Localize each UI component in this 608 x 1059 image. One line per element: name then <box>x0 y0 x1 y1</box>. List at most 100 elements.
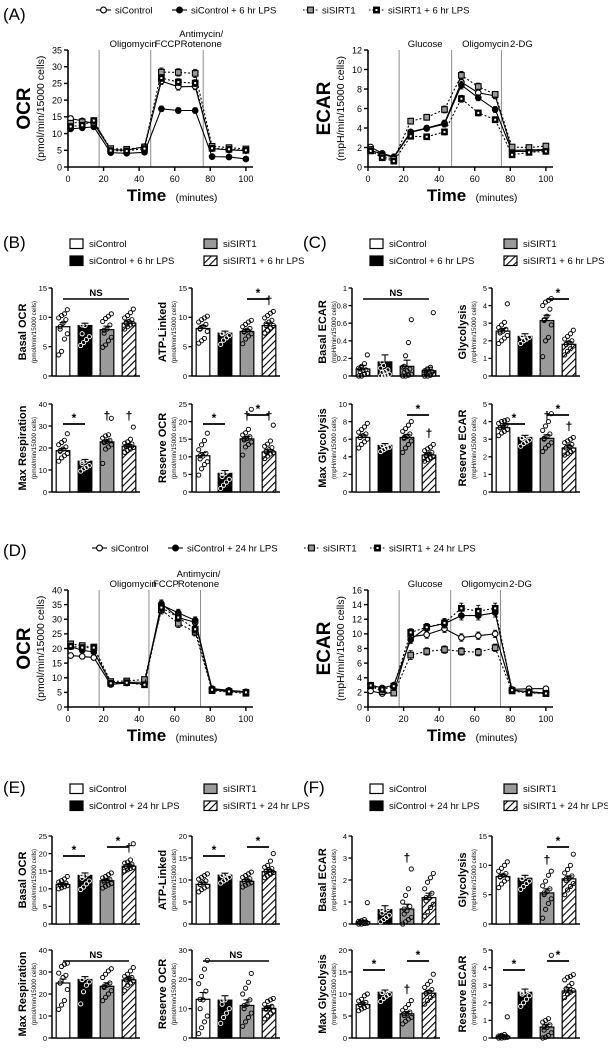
scatter-point <box>248 869 254 875</box>
scatter-point <box>226 1006 232 1012</box>
scatter-point <box>520 883 527 890</box>
data-point <box>441 120 448 128</box>
scatter-point <box>219 997 225 1003</box>
scatter-point <box>83 863 90 869</box>
scatter-point <box>203 450 209 456</box>
scatter-point <box>108 442 114 448</box>
scatter-point <box>378 901 384 907</box>
sig-dagger: † <box>566 419 573 433</box>
y-tick-label: 0 <box>183 488 187 497</box>
injection-label: Antimycin/ <box>177 569 221 580</box>
scatter-point <box>130 965 136 971</box>
scatter-point <box>504 332 510 339</box>
scatter-point <box>56 1006 62 1012</box>
scatter-point <box>427 978 434 984</box>
scatter-point <box>364 436 370 442</box>
scatter-point <box>358 363 365 369</box>
y-tick-label: 1 <box>483 354 487 363</box>
scatter-point <box>64 307 70 313</box>
scatter-point <box>357 366 363 372</box>
legend-label: siSIRT1 + 24 hr LPS <box>523 801 608 812</box>
y-tick-label: 0 <box>343 372 347 381</box>
y-tick-label: 25 <box>39 832 47 841</box>
y-tick-label: 2 <box>483 999 487 1008</box>
y-tick-label: 0 <box>43 1034 47 1043</box>
scatter-point <box>563 988 569 994</box>
bar-y-title: Basal ECAR <box>317 300 329 364</box>
data-point <box>474 648 482 656</box>
scatter-point <box>545 872 552 878</box>
scatter-point <box>101 327 107 333</box>
legend-item: siSIRT1 + 6 hr LPS <box>503 255 604 267</box>
data-point-center <box>143 147 146 150</box>
sig-asterisk: * <box>556 948 561 962</box>
scatter-point <box>548 952 554 958</box>
scatter-point <box>241 1006 247 1012</box>
series-line-3 <box>70 77 246 152</box>
y-tick-label: 12 <box>352 45 362 55</box>
y-tick-label: 20 <box>39 990 47 999</box>
y-tick-label: 5 <box>43 342 47 351</box>
legend-swatch-white <box>69 238 84 250</box>
scatter-point <box>430 454 436 460</box>
panel-letter-D: (D) <box>3 541 27 560</box>
data-point <box>174 107 182 114</box>
data-point <box>67 652 75 659</box>
scatter-point <box>402 445 409 451</box>
data-point-center <box>511 689 514 692</box>
legend-item: siSIRT1 + 24 hr LPS <box>203 800 310 812</box>
scatter-point <box>402 892 409 898</box>
scatter-point <box>126 976 132 982</box>
legend-label: siControl <box>389 784 427 795</box>
scatter-point <box>547 306 553 312</box>
sig-asterisk: * <box>72 843 77 857</box>
y-tick-label: 5 <box>483 400 487 409</box>
y-tick-label: 0 <box>57 162 62 172</box>
scatter-point <box>540 303 546 309</box>
legend-label: siControl <box>389 239 427 250</box>
y-tick-label: 25 <box>52 79 62 89</box>
scatter-point <box>526 437 532 443</box>
panel-letter-E: (E) <box>3 778 26 797</box>
scatter-point <box>270 995 276 1001</box>
bar-y-title: Max Glycolysis <box>317 954 329 1034</box>
scatter-point <box>504 859 510 865</box>
scatter-point <box>378 985 384 991</box>
y-tick-label: 10 <box>179 313 187 322</box>
scatter-point <box>567 331 574 337</box>
y-tick-label: 4 <box>343 453 347 462</box>
scatter-point <box>105 338 112 344</box>
legend-label: siControl + 24 hr LPS <box>389 801 480 812</box>
gray-square-icon <box>307 6 314 14</box>
scatter-point <box>427 904 434 911</box>
scatter-point <box>380 897 387 903</box>
scatter-point <box>498 338 505 344</box>
y-tick-label: 14 <box>352 600 362 610</box>
scatter-point <box>80 452 87 458</box>
scatter-point <box>264 441 271 447</box>
bar-y-subtitle: (mpH/min/15000 cells) <box>471 417 478 479</box>
scatter-point <box>61 998 68 1004</box>
scatter-point <box>380 983 387 989</box>
scatter-point <box>247 876 253 882</box>
scatter-point <box>241 1002 247 1009</box>
legend-label: siSIRT1 + 24 hr LPS <box>223 801 310 812</box>
y-tick-label: 0 <box>183 372 187 381</box>
data-point <box>390 689 398 697</box>
dark-square-center <box>376 547 379 549</box>
scatter-point <box>383 978 390 984</box>
data-point-center <box>160 606 163 609</box>
data-point-center <box>369 149 372 152</box>
scatter-point <box>220 987 227 993</box>
scatter-point <box>562 352 568 358</box>
data-point-center <box>227 148 230 151</box>
scatter-point <box>540 354 546 360</box>
legend-item: siSIRT1 <box>203 238 257 250</box>
scatter-point <box>204 459 210 465</box>
bar-y-title: Max Respiration <box>17 405 29 490</box>
scatter-point <box>223 457 230 463</box>
y-tick-label: 10 <box>179 876 187 885</box>
scatter-point <box>248 317 254 323</box>
scatter-point <box>64 987 70 993</box>
